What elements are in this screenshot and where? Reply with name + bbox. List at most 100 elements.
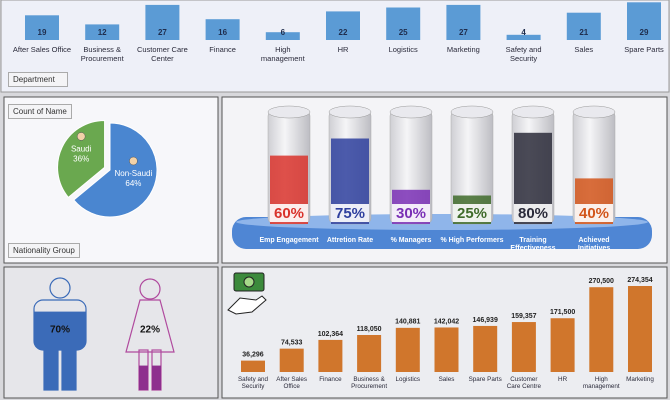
value-box	[453, 204, 491, 222]
data-label: 25	[399, 28, 408, 37]
value-box	[575, 204, 613, 222]
bar	[85, 24, 120, 40]
data-label: 22%	[140, 325, 160, 336]
category-label: Attretion Rate	[326, 237, 374, 244]
data-label: 75%	[335, 205, 365, 222]
pie-slice	[73, 122, 158, 218]
data-label: 12	[98, 28, 107, 37]
x-tick-label: Business & Procurement	[80, 45, 124, 63]
data-label: 40%	[579, 205, 609, 222]
bar	[473, 325, 498, 372]
tube-top	[328, 105, 372, 119]
bar	[506, 34, 541, 40]
bar	[566, 12, 601, 40]
slice-label: Saudi	[71, 145, 92, 154]
value-box	[270, 204, 308, 222]
data-label: 22	[339, 28, 348, 37]
data-label: 146,939	[473, 317, 498, 324]
x-tick-label: Business & Procurement	[351, 376, 388, 391]
legend-title: Nationality Group	[8, 243, 80, 258]
data-label: 274,354	[627, 277, 652, 284]
data-label: 4	[521, 28, 526, 37]
axis-label: Department	[8, 72, 68, 87]
category-label: Emp Engagement	[259, 237, 319, 244]
bar	[145, 4, 180, 40]
data-label: 16	[218, 28, 227, 37]
x-tick-label: Sales	[438, 376, 455, 383]
value-box	[392, 204, 430, 222]
x-tick-label: After Sales Office	[276, 376, 308, 391]
bar	[627, 2, 661, 41]
category-label: Achieved Initiatives	[577, 237, 611, 253]
bar	[357, 334, 382, 372]
x-tick-label: HR	[337, 45, 349, 54]
data-label: 36,296	[242, 351, 264, 358]
data-label: 102,364	[318, 331, 343, 338]
bar	[279, 348, 304, 372]
data-label: 142,042	[434, 318, 459, 325]
tube-top	[389, 105, 433, 119]
data-label: 118,050	[357, 326, 382, 333]
person-icon	[129, 156, 138, 166]
bar	[511, 322, 536, 372]
data-label: 74,533	[281, 339, 303, 346]
data-label: 6	[281, 28, 286, 37]
bar	[395, 327, 420, 372]
bar	[386, 7, 421, 40]
data-label: 29	[640, 28, 649, 37]
data-label: 171,500	[550, 309, 575, 316]
bar	[446, 4, 481, 40]
x-tick-label: Marketing	[626, 376, 654, 383]
x-tick-label: Finance	[319, 376, 342, 383]
x-tick-label: HR	[558, 376, 568, 383]
bar	[589, 287, 614, 372]
x-tick-label: After Sales Office	[12, 45, 72, 54]
x-tick-label: Customer Care Center	[136, 45, 188, 63]
bar	[326, 11, 360, 40]
category-label: Training Effectiveness	[510, 237, 556, 253]
bar	[25, 15, 59, 41]
bar	[628, 286, 652, 372]
x-tick-label: Safety and Security	[237, 376, 269, 391]
pie-slice	[57, 119, 106, 199]
x-tick-label: Logistics	[395, 376, 421, 383]
category-label: % High Performers	[440, 237, 504, 244]
data-label: 19	[38, 28, 47, 37]
person-icon	[76, 132, 86, 141]
tube-top	[267, 105, 311, 119]
data-label: 30%	[396, 205, 426, 222]
x-tick-label: Finance	[209, 45, 236, 54]
bar	[205, 19, 240, 40]
data-label: 60%	[274, 205, 304, 222]
data-label: 270,500	[589, 278, 614, 285]
x-tick-label: Sales	[574, 45, 594, 54]
bar	[434, 327, 459, 372]
bar	[241, 360, 265, 372]
chart-title: Count of Name	[8, 104, 72, 119]
data-label: 80%	[518, 205, 548, 222]
x-tick-label: Safety and Security	[505, 45, 542, 63]
data-label: 140,881	[395, 319, 420, 326]
data-label: 25%	[457, 205, 487, 222]
tube-top	[511, 105, 555, 119]
x-tick-label: Marketing	[446, 45, 480, 54]
x-tick-label: Logistics	[388, 45, 418, 54]
x-tick-label: Spare Parts	[624, 45, 664, 54]
tube-top	[450, 105, 494, 119]
data-label: 21	[579, 28, 588, 37]
data-label: 27	[158, 28, 167, 37]
x-tick-label: Spare Parts	[468, 376, 502, 383]
bar	[265, 32, 300, 40]
slice-value: 64%	[125, 179, 141, 188]
data-label: 159,357	[511, 313, 536, 320]
data-label: 27	[459, 28, 468, 37]
slice-label: Non-Saudi	[114, 169, 152, 178]
x-tick-label: High management	[260, 45, 305, 63]
bar	[318, 339, 343, 372]
data-label: 70%	[50, 325, 70, 336]
category-label: % Managers	[390, 237, 432, 244]
bar	[550, 318, 575, 372]
x-tick-label: Customer Care Centre	[506, 376, 542, 391]
